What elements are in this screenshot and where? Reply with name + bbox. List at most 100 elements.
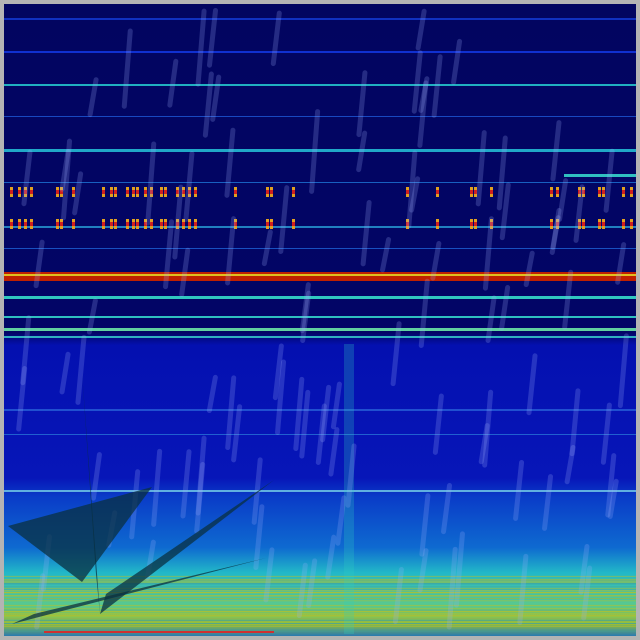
frequency-band-line (4, 434, 636, 435)
signal-pulse-core (72, 222, 75, 226)
rain-streak (417, 548, 429, 593)
signal-pulse-core (18, 222, 21, 226)
rain-streak (453, 531, 465, 608)
rain-streak (411, 50, 423, 114)
signal-pulse-core (474, 222, 477, 226)
signal-pulse-core (578, 222, 581, 226)
rain-streak (299, 282, 311, 334)
noise-line (4, 581, 636, 583)
rain-streak (562, 269, 574, 330)
noise-line (4, 617, 636, 619)
signal-pulse-core (602, 190, 605, 194)
signal-pulse-core (150, 190, 153, 194)
rain-streak (90, 452, 102, 501)
signal-pulse-core (30, 222, 33, 226)
dark-triangle (12, 558, 266, 624)
signal-pulse-core (56, 222, 59, 226)
signal-pulse-core (406, 222, 409, 226)
frequency-band-line (4, 336, 636, 338)
signal-pulse-core (126, 222, 129, 226)
rain-streak (179, 247, 191, 298)
signal-pulse-core (110, 190, 113, 194)
signal-pulse-core (406, 190, 409, 194)
rain-streak (224, 127, 236, 198)
signal-pulse-core (24, 222, 27, 226)
rain-streak (87, 77, 99, 118)
noise-line (4, 587, 636, 589)
signal-pulse-core (556, 222, 559, 226)
rain-streak (309, 109, 321, 194)
frequency-band-line (4, 18, 636, 20)
rain-streak (600, 402, 612, 465)
vertical-signal-streak (344, 344, 354, 634)
rain-streak (33, 239, 45, 289)
noise-line (4, 578, 636, 580)
rain-streak (300, 290, 312, 344)
noise-line (4, 589, 636, 591)
rain-streak (550, 120, 562, 182)
signal-pulse-core (550, 190, 553, 194)
signal-pulse-core (556, 190, 559, 194)
rain-streak (550, 207, 562, 250)
signal-pulse-core (292, 222, 295, 226)
rain-streak (475, 130, 487, 207)
rain-streak (345, 443, 357, 508)
rain-streak (34, 573, 46, 630)
signal-pulse-core (10, 222, 13, 226)
rain-streak (419, 493, 431, 557)
rain-streak (194, 461, 206, 534)
signal-pulse-core (176, 222, 179, 226)
rain-streak (225, 375, 237, 451)
signal-pulse-core (622, 190, 625, 194)
signal-pulse-core (150, 222, 153, 226)
spectrogram-image (4, 4, 636, 636)
signal-pulse-core (602, 222, 605, 226)
rain-streak (59, 351, 71, 395)
noise-line (4, 604, 636, 606)
rain-streak (418, 76, 430, 113)
rain-streak (206, 374, 218, 414)
rain-streak (499, 285, 511, 331)
rain-streak (253, 504, 265, 570)
rain-streak (356, 130, 368, 173)
dark-triangle (100, 480, 274, 614)
rain-streak (61, 138, 73, 221)
rain-streak (202, 71, 214, 138)
noise-line (4, 597, 636, 599)
noise-line (4, 610, 636, 612)
rain-streak (299, 389, 311, 459)
rain-streak (263, 547, 275, 603)
signal-pulse-core (234, 190, 237, 194)
rain-streak (320, 384, 332, 443)
signal-pulse-core (132, 222, 135, 226)
rain-streak (569, 388, 581, 457)
rain-streak (167, 58, 179, 108)
signal-pulse-core (136, 190, 139, 194)
noise-line (4, 614, 636, 616)
signal-pulse-core (56, 190, 59, 194)
red-baseline (44, 631, 274, 633)
noise-line (4, 622, 636, 624)
noise-line (4, 583, 636, 585)
frequency-band-line (4, 296, 636, 299)
signal-pulse-core (266, 222, 269, 226)
signal-pulse-core (436, 222, 439, 226)
rain-streak (180, 449, 192, 519)
signal-pulse-core (110, 222, 113, 226)
rain-streak (251, 457, 263, 525)
red-frequency-band (4, 272, 636, 281)
rain-streak (225, 216, 237, 286)
frequency-band-line (4, 182, 636, 183)
signal-pulse-core (474, 190, 477, 194)
noise-line (4, 594, 636, 596)
noise-line (4, 582, 636, 584)
rain-streak (415, 8, 427, 51)
rain-streak (478, 423, 490, 465)
rain-streak (261, 229, 273, 267)
rain-streak (573, 184, 585, 243)
noise-line (4, 629, 636, 631)
rain-streak (418, 278, 430, 348)
noise-line (4, 575, 636, 577)
signal-pulse-core (188, 222, 191, 226)
rain-streak (360, 199, 372, 267)
